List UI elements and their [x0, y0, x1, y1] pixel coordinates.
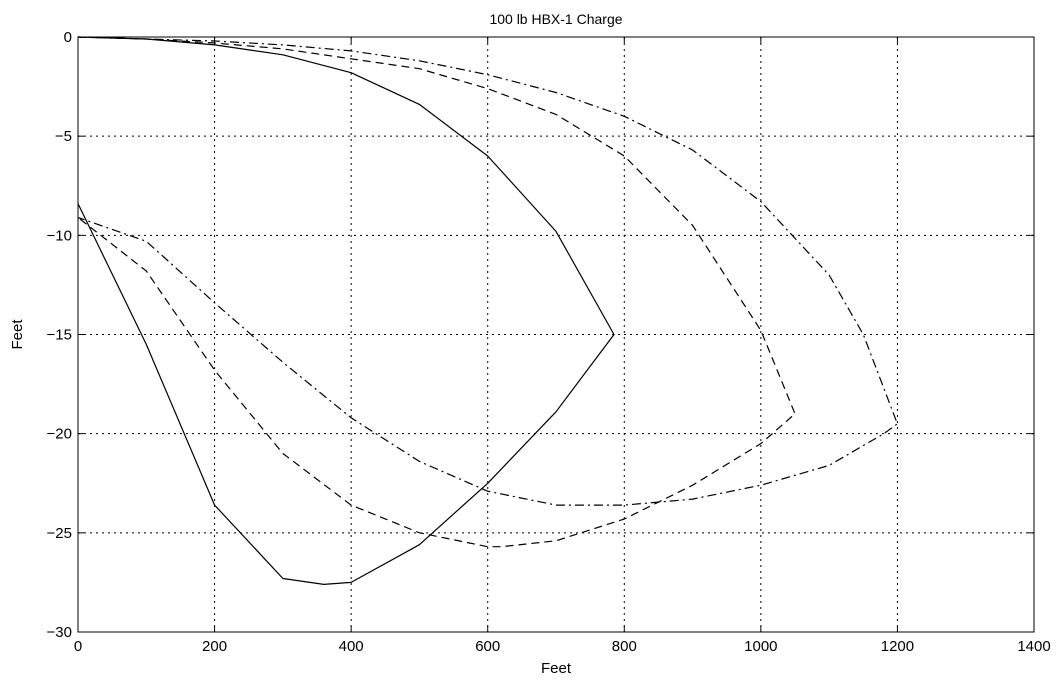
x-tick-label: 400 — [339, 638, 364, 655]
x-tick-label: 200 — [202, 638, 227, 655]
y-tick-label: −25 — [47, 525, 72, 542]
series-line-dashed — [77, 36, 796, 548]
x-tick-label: 800 — [612, 638, 637, 655]
y-tick-label: −20 — [47, 426, 72, 443]
y-tick-label: −30 — [47, 624, 72, 641]
axes-frame — [77, 36, 1035, 633]
y-tick-label: −10 — [47, 227, 72, 244]
y-axis-label: Feet — [9, 319, 26, 350]
y-tick-label: −15 — [47, 327, 72, 344]
x-tick-label: 600 — [475, 638, 500, 655]
x-axis-label: Feet — [541, 660, 572, 677]
x-tick-label: 1200 — [881, 638, 914, 655]
x-tick-label: 1000 — [744, 638, 777, 655]
grid-layer — [78, 37, 1034, 632]
series-line-solid — [77, 36, 615, 585]
chart-title: 100 lb HBX-1 Charge — [489, 11, 622, 27]
x-tick-label: 0 — [74, 638, 82, 655]
y-tick-label: 0 — [64, 29, 72, 46]
x-tick-label: 1400 — [1017, 638, 1050, 655]
y-tick-label: −5 — [55, 128, 72, 145]
tick-layer: 0 200 400 600 800 1000 1200 1400 0 −5 −10 −15 −20 −25… — [47, 29, 1051, 655]
series-layer — [77, 36, 898, 585]
